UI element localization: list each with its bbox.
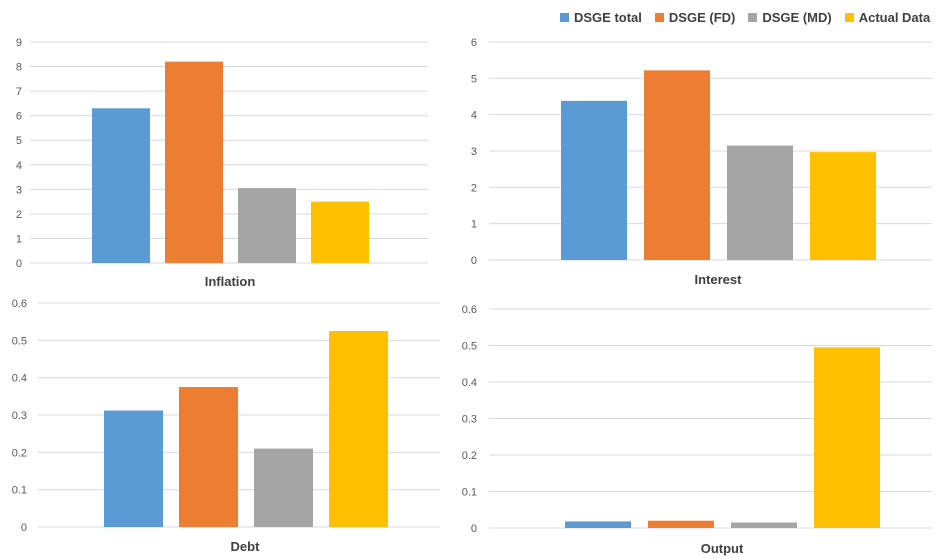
bar-dsge-fd bbox=[165, 61, 223, 264]
y-tick-label: 1 bbox=[16, 233, 22, 245]
legend-item-actual-data: Actual Data bbox=[844, 9, 931, 25]
y-tick-label: 6 bbox=[16, 111, 22, 123]
y-tick-label: 8 bbox=[16, 62, 22, 74]
y-tick-label: 0.2 bbox=[12, 447, 27, 459]
chart-inflation: 0 1 2 3 4 5 6 7 8 9 Inflation bbox=[16, 37, 428, 289]
bar-actual-data bbox=[311, 201, 369, 263]
legend-swatch-dsge-md bbox=[748, 12, 758, 22]
bar-dsge-total bbox=[561, 100, 627, 260]
y-tick-label: 0.6 bbox=[462, 304, 477, 316]
bar-dsge-md bbox=[238, 188, 296, 263]
y-tick-label: 2 bbox=[16, 209, 22, 221]
bar-actual-data bbox=[814, 347, 880, 528]
bar-dsge-total bbox=[92, 108, 150, 263]
y-tick-label: 0.2 bbox=[462, 450, 477, 462]
bar-dsge-md bbox=[731, 522, 797, 528]
y-tick-label: 0 bbox=[471, 255, 477, 267]
legend-label-dsge-fd: DSGE (FD) bbox=[668, 9, 736, 25]
bar-dsge-md bbox=[254, 448, 313, 527]
chart-output: 0 0.1 0.2 0.3 0.4 0.5 0.6 Output bbox=[462, 304, 932, 556]
chart-title: Debt bbox=[231, 539, 261, 554]
bar-dsge-total bbox=[104, 410, 163, 527]
chart-debt: 0 0.1 0.2 0.3 0.4 0.5 0.6 Debt bbox=[12, 298, 440, 554]
y-tick-label: 4 bbox=[16, 160, 22, 172]
bar-actual-data bbox=[329, 331, 388, 527]
y-tick-label: 2 bbox=[471, 182, 477, 194]
y-tick-label: 3 bbox=[471, 146, 477, 158]
y-tick-label: 0.6 bbox=[12, 298, 27, 310]
y-tick-label: 0.5 bbox=[12, 335, 27, 347]
y-tick-label: 0.3 bbox=[462, 414, 477, 426]
legend-label-actual-data: Actual Data bbox=[858, 9, 931, 25]
y-tick-label: 1 bbox=[471, 219, 477, 231]
y-tick-label: 0 bbox=[21, 522, 27, 534]
y-tick-label: 0.1 bbox=[12, 485, 27, 497]
y-tick-label: 0.4 bbox=[12, 373, 27, 385]
y-tick-label: 5 bbox=[471, 73, 477, 85]
legend-item-dsge-fd: DSGE (FD) bbox=[654, 9, 736, 25]
legend-swatch-actual-data bbox=[844, 12, 854, 22]
legend-swatch-dsge-fd bbox=[654, 12, 664, 22]
legend-label-dsge-md: DSGE (MD) bbox=[762, 9, 832, 25]
bar-dsge-fd bbox=[179, 387, 238, 527]
chart-title: Inflation bbox=[205, 274, 256, 289]
y-tick-label: 0 bbox=[16, 258, 22, 270]
bar-dsge-total bbox=[565, 521, 631, 528]
y-tick-label: 3 bbox=[16, 184, 22, 196]
y-tick-label: 0.3 bbox=[12, 410, 27, 422]
chart-title: Output bbox=[701, 541, 744, 556]
y-tick-label: 7 bbox=[16, 86, 22, 98]
y-tick-label: 5 bbox=[16, 135, 22, 147]
bar-dsge-fd bbox=[648, 520, 714, 528]
y-tick-label: 0.1 bbox=[462, 487, 477, 499]
bar-actual-data bbox=[810, 152, 876, 260]
y-tick-label: 0.5 bbox=[462, 341, 477, 353]
chart-title: Interest bbox=[695, 272, 743, 287]
legend: DSGE total DSGE (FD) DSGE (MD) Actual Da… bbox=[560, 7, 930, 27]
legend-swatch-dsge-total bbox=[560, 12, 569, 22]
bar-dsge-md bbox=[727, 145, 793, 260]
bar-dsge-fd bbox=[644, 70, 710, 260]
chart-interest: 0 1 2 3 4 5 6 Interest bbox=[471, 37, 932, 287]
legend-item-dsge-total: DSGE total bbox=[560, 10, 642, 25]
y-tick-label: 4 bbox=[471, 110, 477, 122]
y-tick-label: 0 bbox=[471, 523, 477, 535]
legend-label-dsge-total: DSGE total bbox=[574, 9, 642, 25]
y-tick-label: 9 bbox=[16, 37, 22, 49]
legend-item-dsge-md: DSGE (MD) bbox=[748, 9, 832, 25]
y-tick-label: 6 bbox=[471, 37, 477, 49]
y-tick-label: 0.4 bbox=[462, 377, 477, 389]
